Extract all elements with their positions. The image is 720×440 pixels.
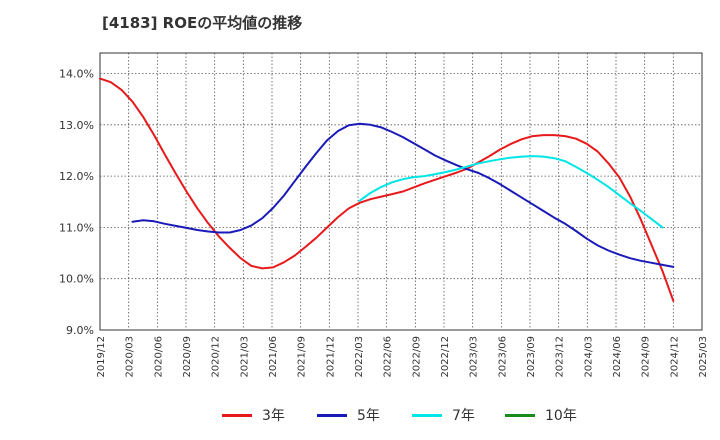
plot-frame (99, 52, 703, 331)
legend-item: 3年 (222, 400, 285, 430)
x-tick-label: 2025/03 (698, 336, 709, 378)
x-tick-label: 2023/09 (526, 336, 537, 378)
chart-title: [4183] ROEの平均値の推移 (102, 14, 303, 32)
y-tick-label: 14.0% (59, 68, 94, 81)
y-tick-label: 12.0% (59, 170, 94, 183)
x-tick-label: 2022/09 (411, 336, 422, 378)
x-tick-label: 2022/12 (440, 336, 451, 378)
legend-label: 10年 (545, 408, 577, 424)
y-tick-label: 13.0% (59, 119, 94, 132)
x-tick-label: 2022/06 (383, 336, 394, 378)
legend-swatch (412, 413, 442, 417)
y-tick-label: 10.0% (59, 273, 94, 286)
x-tick-label: 2024/03 (583, 336, 594, 378)
x-tick-label: 2020/09 (182, 336, 193, 378)
legend-item: 7年 (412, 400, 475, 430)
legend-item: 5年 (317, 400, 380, 430)
series-line-7年 (358, 155, 664, 229)
x-tick-label: 2021/03 (239, 336, 250, 378)
x-tick-label: 2021/06 (268, 336, 279, 378)
x-tick-label: 2024/12 (669, 336, 680, 378)
legend-swatch (317, 413, 347, 417)
x-tick-label: 2020/06 (153, 336, 164, 378)
x-tick-label: 2020/03 (125, 336, 136, 378)
x-tick-label: 2023/03 (469, 336, 480, 378)
series-line-5年 (131, 122, 675, 268)
y-tick-label: 11.0% (59, 221, 94, 234)
legend-label: 7年 (452, 408, 475, 424)
legend: 3年 5年 7年 10年 (0, 400, 720, 430)
legend-swatch (222, 413, 252, 417)
x-tick-label: 2021/09 (297, 336, 308, 378)
x-tick-label: 2020/12 (211, 336, 222, 378)
x-tick-label: 2022/03 (354, 336, 365, 378)
x-tick-label: 2021/12 (325, 336, 336, 378)
series-line-3年 (99, 77, 675, 302)
x-tick-label: 2024/06 (612, 336, 623, 378)
x-tick-label: 2023/12 (555, 336, 566, 378)
y-tick-label: 9.0% (66, 324, 94, 337)
legend-item: 10年 (505, 400, 577, 430)
legend-label: 3年 (262, 408, 285, 424)
legend-label: 5年 (357, 408, 380, 424)
legend-swatch (505, 413, 535, 417)
x-tick-label: 2024/09 (641, 336, 652, 378)
x-tick-label: 2019/12 (96, 336, 107, 378)
line-chart: 9.0% 10.0% 11.0% 12.0% 13.0% 14.0% 2019/12 202… (59, 52, 709, 378)
x-tick-label: 2023/06 (497, 336, 508, 378)
